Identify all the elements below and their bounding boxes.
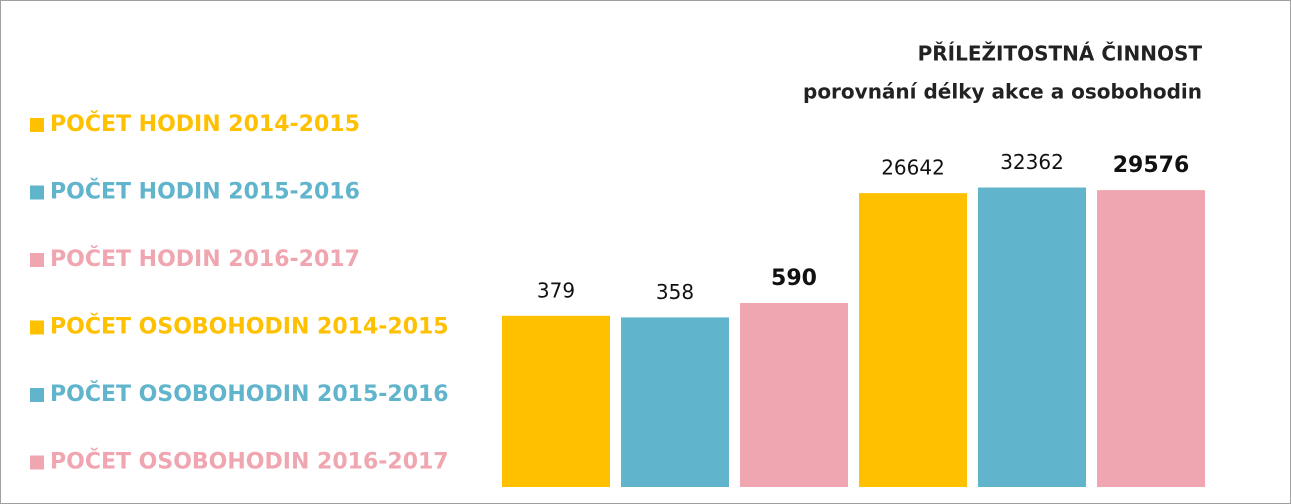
bar [978,187,1086,488]
bar [621,317,729,487]
data-label: 358 [656,280,694,304]
legend-marker [30,320,44,335]
bar [502,315,610,487]
data-label: 32362 [1000,150,1064,174]
legend-marker [30,185,44,200]
legend-label: POČET OSOBOHODIN 2016-2017 [50,449,449,475]
bar [859,193,967,487]
data-label: 379 [537,278,575,302]
bar [1097,190,1205,487]
legend-label: POČET OSOBOHODIN 2015-2016 [50,381,449,407]
legend-label: POČET OSOBOHODIN 2014-2015 [50,314,449,340]
legend-label: POČET HODIN 2016-2017 [50,246,360,272]
legend-marker [30,253,44,267]
data-label: 590 [771,266,817,291]
data-label: 26642 [881,156,945,180]
chart-title: PŘÍLEŽITOSTNÁ ČINNOST [918,42,1203,66]
legend-label: POČET HODIN 2015-2016 [50,179,360,205]
legend-marker [30,388,44,402]
legend-label: POČET HODIN 2014-2015 [50,111,360,137]
bar [740,303,848,487]
legend-marker [30,455,44,470]
chart-subtitle: porovnání délky akce a osobohodin [803,80,1202,104]
data-label: 29576 [1113,153,1190,178]
legend-marker [30,118,44,132]
